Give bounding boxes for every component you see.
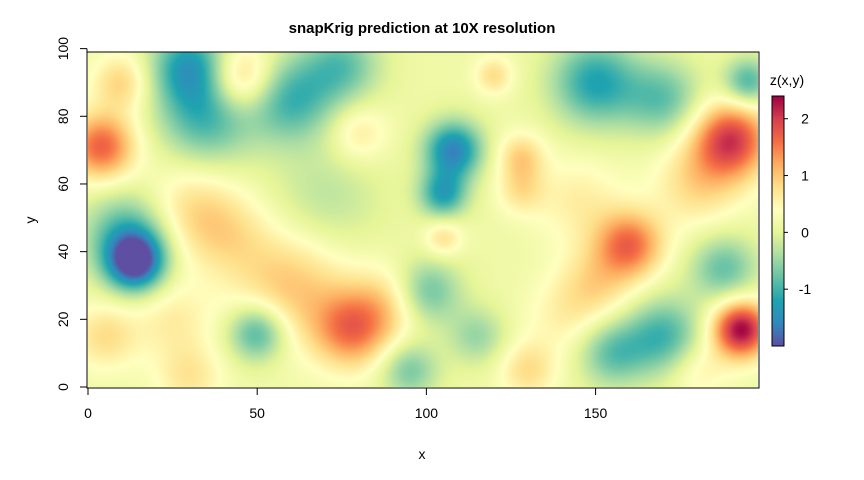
y-tick-label: 0	[55, 383, 71, 391]
x-tick-label: 0	[84, 405, 92, 421]
heatmap-surface	[88, 52, 758, 387]
y-axis: 0 20 40 60 80 100	[55, 37, 88, 391]
x-tick-label: 50	[249, 405, 265, 421]
colorbar-axis: -1 0 1 2	[784, 111, 811, 297]
colorbar-tick-label: 0	[801, 224, 809, 240]
y-tick-label: 20	[55, 311, 71, 327]
y-axis-label: y	[22, 217, 38, 224]
colorbar-tick-label: 2	[801, 111, 809, 127]
colorbar-frame	[771, 95, 785, 347]
y-tick-label: 60	[55, 176, 71, 192]
y-tick-label: 40	[55, 244, 71, 260]
x-tick-label: 150	[584, 405, 608, 421]
colorbar-tick-label: 1	[801, 168, 809, 184]
x-axis-label: x	[419, 446, 426, 462]
x-axis: 0 50 100 150	[84, 387, 608, 421]
x-tick-label: 100	[415, 405, 439, 421]
colorbar-label: z(x,y)	[770, 72, 804, 88]
colorbar	[772, 96, 784, 346]
chart-title: snapKrig prediction at 10X resolution	[289, 20, 556, 37]
colorbar-tick-label: -1	[799, 281, 812, 297]
y-tick-label: 80	[55, 108, 71, 124]
y-tick-label: 100	[55, 37, 71, 61]
